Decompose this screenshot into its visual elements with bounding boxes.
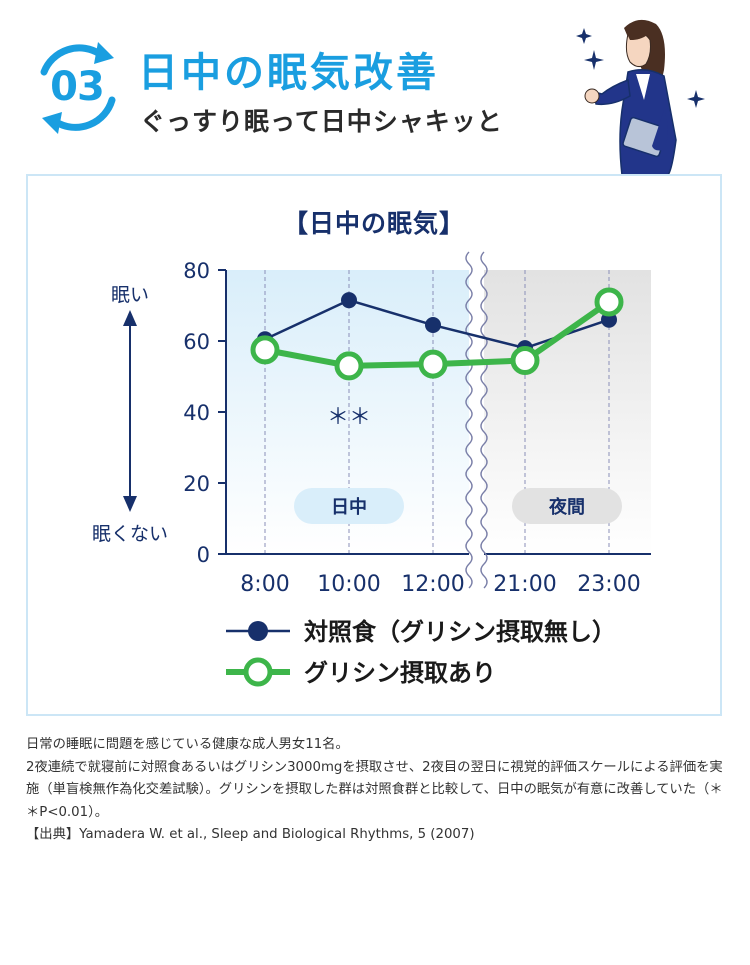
y-tick-label: 40 xyxy=(183,401,210,425)
y-tick-label: 20 xyxy=(183,472,210,496)
circular-arrows-icon xyxy=(40,42,116,134)
x-tick-label: 8:00 xyxy=(240,572,289,597)
nighttime-region-pill xyxy=(512,488,622,524)
businesswoman-illustration xyxy=(576,19,705,175)
source-citation: 【出典】Yamadera W. et al., Sleep and Biolog… xyxy=(26,827,475,842)
y-tick-label: 60 xyxy=(183,330,210,354)
sparkle-icon xyxy=(584,50,604,70)
y-tick-label: 0 xyxy=(197,543,210,567)
data-point xyxy=(418,349,448,379)
chart-title: 【日中の眠気】 xyxy=(282,209,465,238)
daytime-region-pill xyxy=(294,488,404,524)
nighttime-region-label: 夜間 xyxy=(548,496,585,518)
study-notes: 日常の睡眠に問題を感じている健康な成人男女11名。 2夜連続で就寝前に対照食ある… xyxy=(26,734,726,847)
axis-break-line xyxy=(465,251,473,589)
page-title: 日中の眠気改善 xyxy=(138,50,439,96)
section-number-badge: 03 xyxy=(22,32,132,142)
y-axis-bottom-label: 眠くない xyxy=(92,523,168,545)
x-tick-label: 12:00 xyxy=(401,572,464,597)
x-tick-label: 10:00 xyxy=(317,572,380,597)
axis-break-line xyxy=(480,251,488,589)
data-point xyxy=(334,351,364,381)
data-point xyxy=(594,287,624,317)
y-axis-top-label: 眠い xyxy=(111,284,149,306)
data-point xyxy=(425,317,441,334)
legend-marker xyxy=(243,657,273,687)
data-point xyxy=(510,346,540,376)
legend-label: グリシン摂取あり xyxy=(304,659,496,687)
daytime-region-label: 日中 xyxy=(331,496,367,518)
arrow-up-icon xyxy=(123,310,137,326)
x-tick-label: 23:00 xyxy=(577,572,640,597)
sparkle-icon xyxy=(576,28,592,44)
y-tick-label: 80 xyxy=(183,259,210,283)
legend-marker xyxy=(248,621,268,641)
section-number: 03 xyxy=(50,64,105,110)
note-line: 日常の睡眠に問題を感じている健康な成人男女11名。 xyxy=(26,737,349,752)
note-line: 2夜連続で就寝前に対照食あるいはグリシン3000mgを摂取させ、2夜目の翌日に視… xyxy=(26,759,723,820)
daytime-sleepiness-chart: 0 20 40 60 80 8:00 10:00 12:00 21:00 23:00 日中 夜間 ＊＊ 眠… xyxy=(92,251,651,687)
arrow-down-icon xyxy=(123,496,137,512)
chart-frame: 【日中の眠気】 0 20 40 60 80 8:00 10:00 12:00 21:00 23:0… xyxy=(26,174,722,716)
page-subtitle: ぐっすり眠って日中シャキッと xyxy=(140,107,503,136)
x-tick-label: 21:00 xyxy=(493,572,556,597)
sparkle-icon xyxy=(687,90,705,108)
data-point xyxy=(250,335,280,365)
data-point xyxy=(341,292,357,309)
legend-label: 対照食（グリシン摂取無し） xyxy=(304,618,616,646)
significance-annotation: ＊＊ xyxy=(327,405,371,430)
